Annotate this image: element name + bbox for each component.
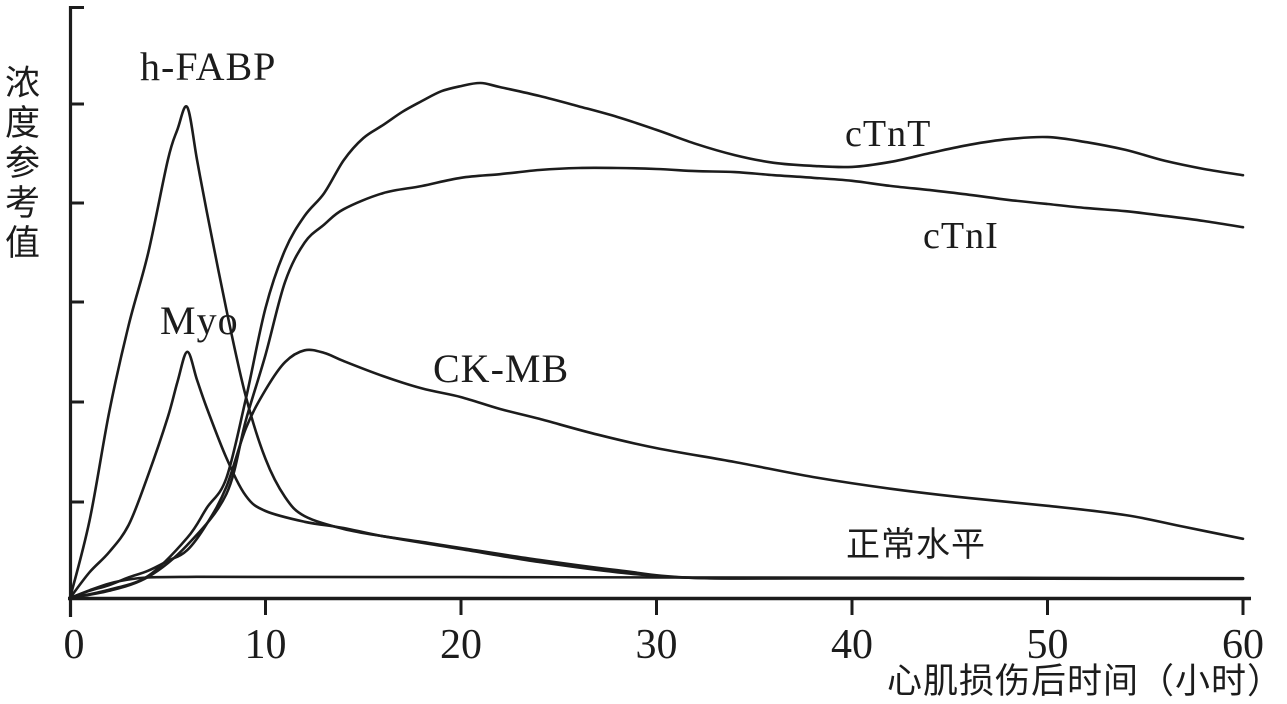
curve-myo (68, 350, 1245, 600)
curve-label-ctni: cTnI (923, 215, 999, 257)
curve-ck-mb (68, 348, 1245, 600)
x-axis-label: 心肌损伤后时间（小时） (886, 662, 1283, 701)
x-tick-label-20: 20 (440, 622, 482, 668)
curve-ctni (68, 166, 1245, 600)
x-tick-label-50: 50 (1026, 622, 1069, 668)
y-axis-label: 浓度参考值 (0, 64, 39, 264)
x-tick-label-0: 0 (63, 622, 85, 668)
curve-label-ctnt: cTnT (845, 113, 932, 155)
curve-label-myo: Myo (160, 298, 239, 343)
x-tick-label-40: 40 (831, 622, 873, 668)
x-tick-label-60: 60 (1222, 622, 1264, 668)
curve-label-normal-level: 正常水平 (846, 527, 986, 564)
x-tick-label-30: 30 (635, 622, 678, 668)
curve-label-ck-mb: CK-MB (433, 346, 570, 391)
curve-label-h-fabp: h-FABP (140, 44, 277, 89)
curve-normal-level (68, 575, 1245, 600)
curve-h-fabp (68, 105, 1245, 600)
x-tick-label-10: 10 (244, 622, 287, 668)
curve-ctnt (68, 81, 1245, 600)
